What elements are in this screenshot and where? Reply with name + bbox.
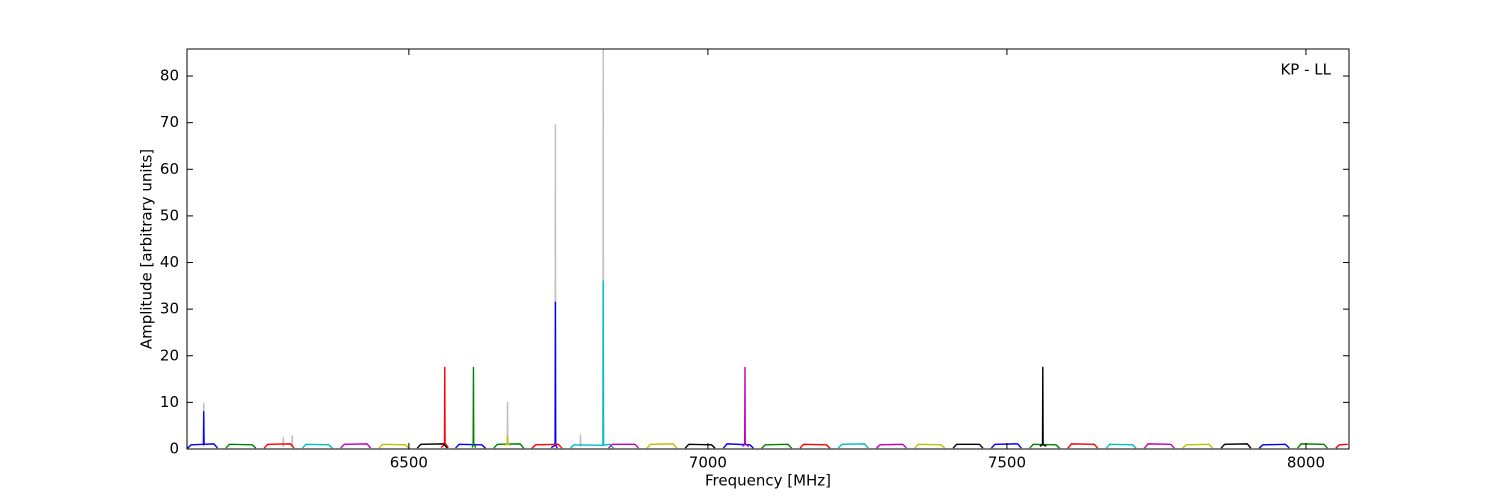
spectrum-line xyxy=(378,435,1214,449)
x-axis-label: Frequency [MHz] xyxy=(705,472,831,490)
spectrum-line xyxy=(301,280,1137,449)
x-tick-label: 6500 xyxy=(390,454,428,472)
y-tick-label: 70 xyxy=(160,113,179,131)
x-tick-label: 7000 xyxy=(689,454,727,472)
spectrum-line xyxy=(187,301,1290,449)
y-tick-label: 10 xyxy=(160,393,179,411)
y-axis-label: Amplitude [arbitrary units] xyxy=(138,149,156,349)
spectrum-line xyxy=(202,49,605,447)
y-tick-label: 60 xyxy=(160,160,179,178)
plot-area xyxy=(187,49,1348,449)
y-tick-label: 0 xyxy=(169,440,179,458)
x-tick-label: 8000 xyxy=(1287,454,1325,472)
annotation: KP - LL xyxy=(1280,61,1331,79)
spectrum-line xyxy=(263,366,1348,449)
axes-frame xyxy=(186,48,1350,450)
y-tick-label: 40 xyxy=(160,253,179,271)
x-tick-label: 7500 xyxy=(988,454,1026,472)
spectrum-line xyxy=(340,366,1175,449)
spectrum-line xyxy=(416,366,1252,449)
y-tick-label: 20 xyxy=(160,346,179,364)
y-tick-label: 30 xyxy=(160,300,179,318)
y-tick-label: 80 xyxy=(160,67,179,85)
y-tick-label: 50 xyxy=(160,206,179,224)
